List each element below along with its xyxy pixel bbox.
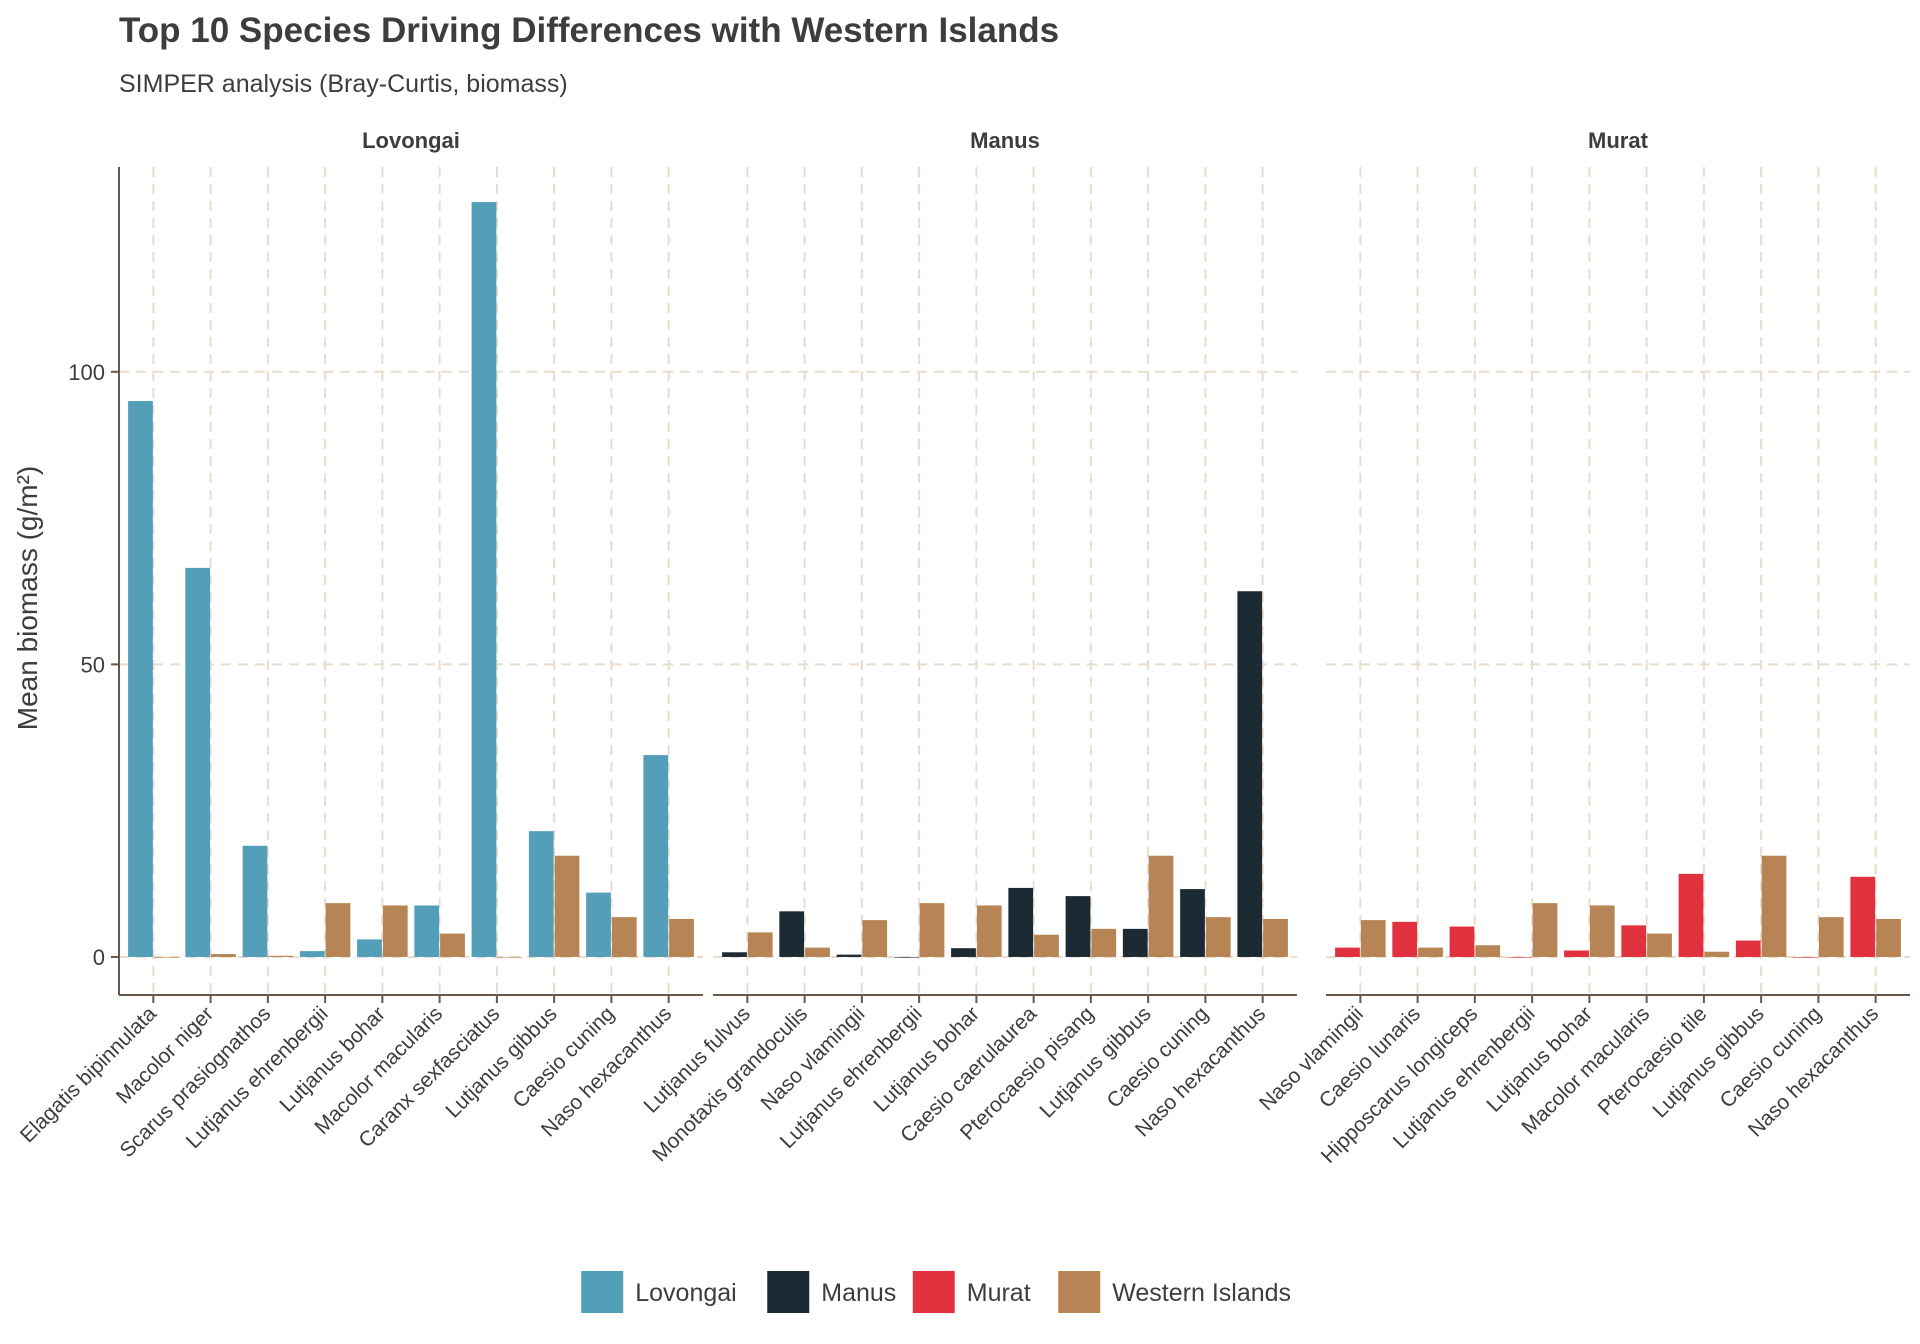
- bar-lovongai: [586, 892, 611, 957]
- bar-manus: [1237, 591, 1263, 957]
- legend-swatch: [581, 1271, 624, 1313]
- y-tick-label: 50: [81, 652, 105, 677]
- bar-manus: [893, 956, 919, 958]
- bar-lovongai: [185, 567, 211, 957]
- bar-lovongai: [414, 905, 440, 957]
- x-tick-label: Caesio cuning: [1103, 1002, 1213, 1112]
- x-tick-label: Caesio cuning: [509, 1002, 619, 1112]
- bar-western-islands: [153, 956, 179, 958]
- y-tick-label: 0: [93, 945, 105, 970]
- x-tick-label: Caesio cuning: [1716, 1002, 1826, 1112]
- bar-manus: [836, 954, 862, 957]
- bar-lovongai: [643, 755, 669, 957]
- bar-western-islands: [497, 956, 523, 958]
- y-axis-label: Mean biomass (g/m²): [12, 466, 43, 731]
- bar-western-islands: [976, 905, 1002, 957]
- legend-item-murat: Murat: [912, 1271, 1031, 1313]
- bar-lovongai: [471, 202, 497, 957]
- bar-western-islands: [1647, 933, 1672, 957]
- bar-lovongai: [242, 845, 268, 957]
- bar-lovongai: [357, 939, 382, 957]
- bar-manus: [722, 952, 747, 957]
- bar-western-islands: [1360, 920, 1386, 957]
- bar-murat: [1564, 950, 1589, 957]
- legend-item-manus: Manus: [767, 1271, 896, 1313]
- legend-item-western-islands: Western Islands: [1058, 1271, 1291, 1313]
- bar-lovongai: [299, 951, 325, 957]
- bar-murat: [1735, 940, 1761, 957]
- legend-label: Western Islands: [1112, 1279, 1291, 1307]
- bar-murat: [1392, 921, 1418, 957]
- legend-label: Manus: [821, 1279, 896, 1307]
- bar-western-islands: [1532, 903, 1558, 957]
- legend-item-lovongai: Lovongai: [581, 1271, 737, 1313]
- bar-western-islands: [1876, 918, 1901, 957]
- bar-manus: [1180, 889, 1205, 957]
- bar-western-islands: [805, 947, 830, 957]
- chart-title: Top 10 Species Driving Differences with …: [119, 11, 1059, 50]
- legend-swatch: [767, 1271, 810, 1313]
- bar-western-islands: [611, 917, 637, 957]
- facet-title: Lovongai: [362, 128, 460, 153]
- bar-western-islands: [1205, 917, 1231, 957]
- bar-western-islands: [554, 855, 580, 957]
- legend-label: Murat: [967, 1279, 1031, 1307]
- bar-murat: [1506, 956, 1532, 958]
- bar-lovongai: [528, 831, 554, 957]
- bar-western-islands: [440, 933, 465, 957]
- bar-murat: [1335, 947, 1360, 957]
- legend: Lovongai Manus Murat Western Islands: [581, 1271, 1291, 1313]
- x-tick-label: Caesio lunaris: [1315, 1002, 1425, 1112]
- legend-swatch: [912, 1271, 955, 1313]
- facet-title: Murat: [1588, 128, 1649, 153]
- bar-western-islands: [919, 903, 945, 957]
- y-tick-label: 100: [68, 360, 105, 385]
- facet-title: Manus: [970, 128, 1040, 153]
- bar-western-islands: [325, 903, 351, 957]
- bar-western-islands: [1589, 905, 1615, 957]
- bar-murat: [1793, 956, 1818, 958]
- bar-western-islands: [1475, 945, 1501, 957]
- legend-label: Lovongai: [635, 1279, 736, 1307]
- bar-western-islands: [1263, 918, 1288, 957]
- bar-manus: [1008, 887, 1034, 957]
- bar-western-islands: [1418, 947, 1443, 957]
- chart-subtitle: SIMPER analysis (Bray-Curtis, biomass): [119, 70, 568, 98]
- bar-western-islands: [1761, 855, 1787, 957]
- bar-lovongai: [128, 401, 153, 957]
- bar-western-islands: [382, 905, 408, 957]
- bar-manus: [1065, 896, 1091, 957]
- bar-western-islands: [1704, 951, 1730, 957]
- bar-western-islands: [268, 955, 294, 957]
- bar-western-islands: [1091, 928, 1117, 957]
- x-tick-label: Naso vlamingii: [1255, 1002, 1368, 1115]
- bar-western-islands: [1148, 855, 1174, 957]
- bar-western-islands: [1034, 934, 1059, 957]
- x-tick-label: Naso vlamingii: [757, 1002, 870, 1115]
- bar-murat: [1621, 925, 1647, 957]
- bar-murat: [1678, 873, 1704, 957]
- bar-western-islands: [669, 918, 694, 957]
- bar-western-islands: [747, 932, 773, 957]
- bar-western-islands: [211, 954, 236, 957]
- bar-western-islands: [1818, 917, 1844, 957]
- bar-manus: [779, 911, 805, 957]
- bar-murat: [1850, 876, 1876, 957]
- bar-manus: [951, 948, 976, 957]
- bar-murat: [1449, 926, 1475, 957]
- legend-swatch: [1058, 1271, 1101, 1313]
- bar-manus: [1122, 928, 1148, 957]
- bar-western-islands: [862, 920, 888, 957]
